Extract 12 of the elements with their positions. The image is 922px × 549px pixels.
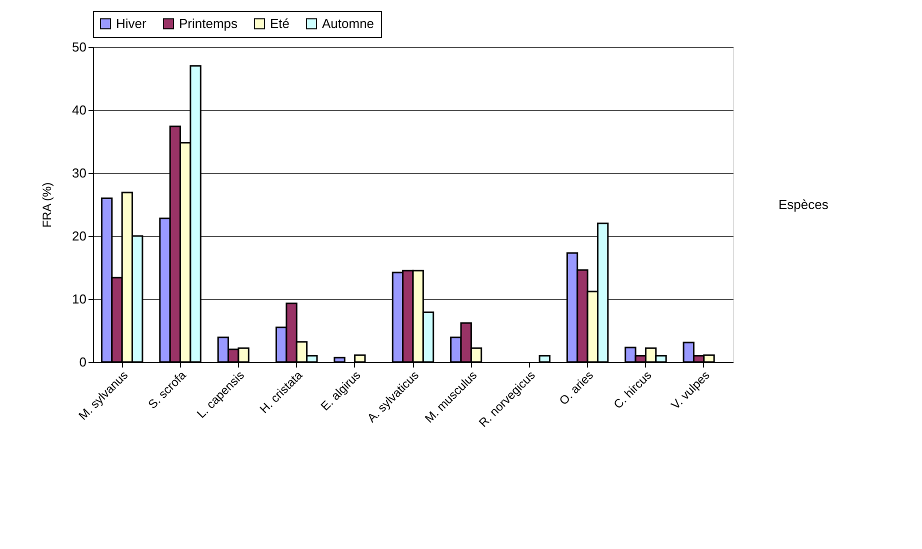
y-tick-label: 40 [72,102,86,118]
legend-label: Eté [270,16,290,31]
y-tick-label: 0 [79,354,86,370]
y-tick-label: 50 [72,40,86,54]
legend-label: Printemps [179,16,238,31]
y-tick-label: 20 [72,228,86,244]
legend-label: Automne [322,16,374,31]
y-tick-label: 30 [72,166,86,180]
y-tick-label: 10 [72,292,86,306]
legend-label: Hiver [116,16,148,31]
y-axis-title: FRA (%) [40,182,54,228]
x-axis-title: Espèces [778,197,829,212]
